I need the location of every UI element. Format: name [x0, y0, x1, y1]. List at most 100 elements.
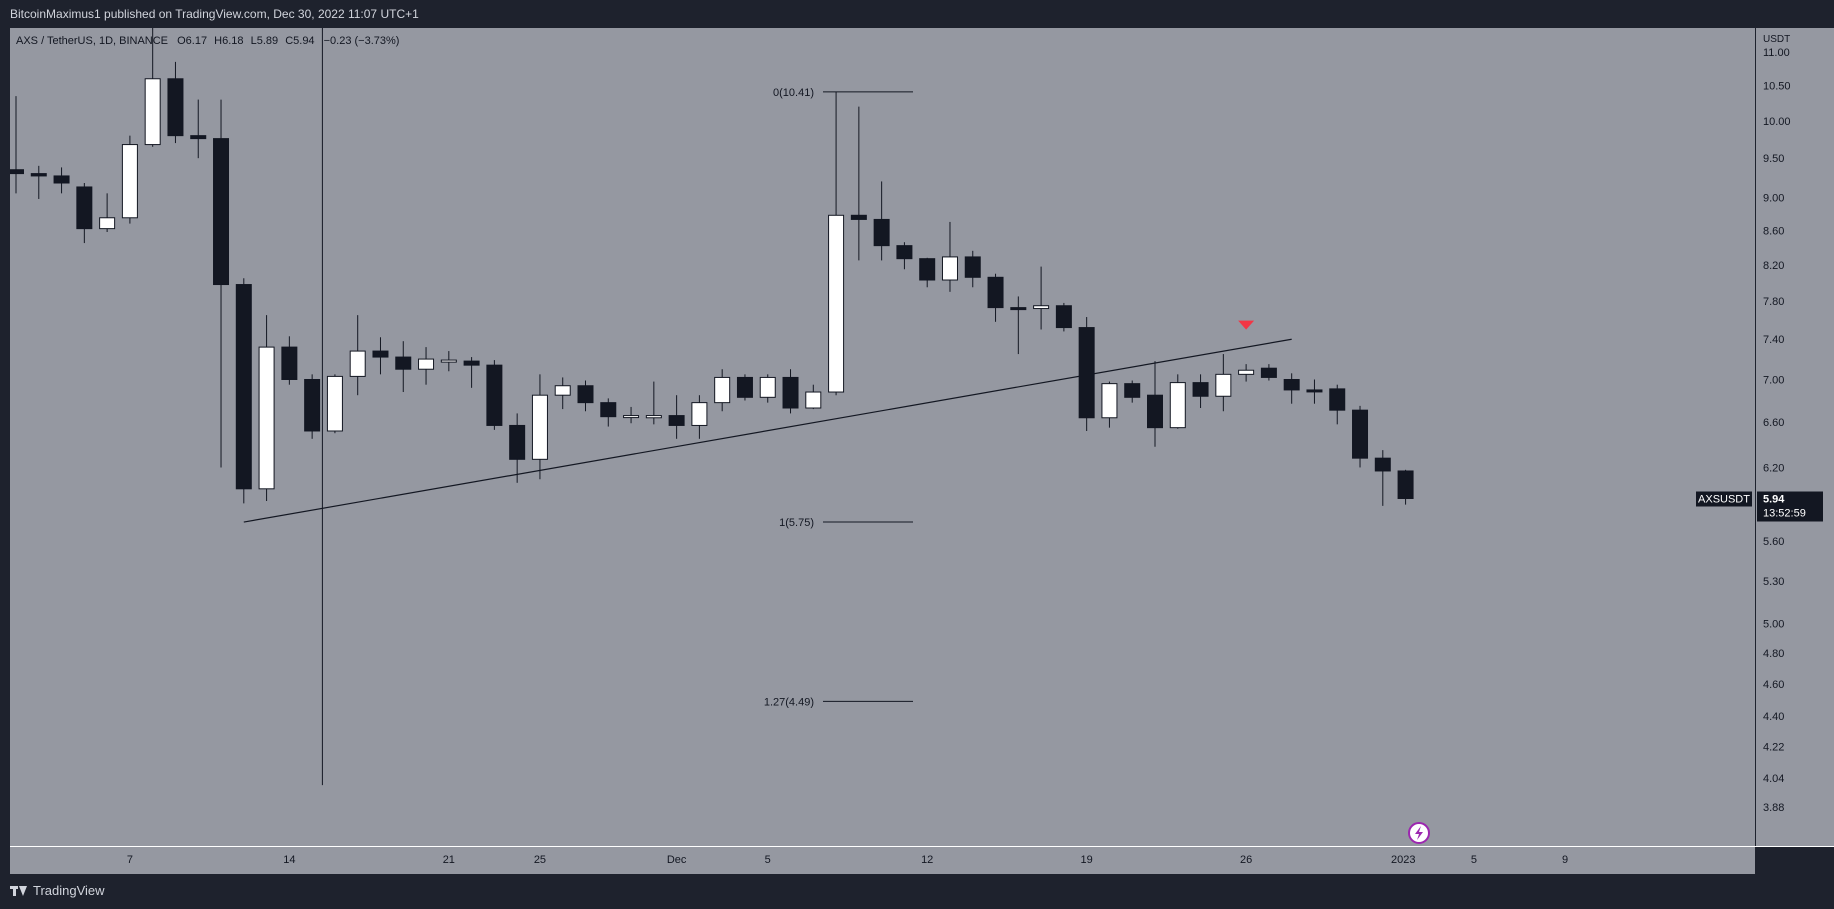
price-tick: 5.00 [1763, 618, 1784, 630]
candle [1238, 364, 1255, 382]
candle-body [1397, 470, 1414, 500]
brand[interactable]: TradingView [10, 883, 105, 898]
time-tick: 26 [1240, 854, 1252, 866]
support-trendline[interactable] [243, 338, 1292, 523]
candle [144, 28, 161, 147]
candle [258, 315, 275, 501]
lightning-icon [1415, 826, 1423, 840]
last-price-labels[interactable]: AXSUSDT 5.94 13:52:59 [1696, 491, 1823, 522]
low-label: L [251, 35, 257, 47]
candle [190, 99, 207, 159]
candle-body [1215, 373, 1232, 397]
candle [463, 357, 480, 388]
candle-body [1124, 383, 1141, 398]
candle [1329, 384, 1346, 425]
tradingview-logo-icon [10, 884, 28, 898]
candle-body [1147, 394, 1163, 429]
candle-body [691, 402, 708, 426]
candle [531, 374, 548, 480]
trendline-drawing[interactable] [243, 338, 1292, 523]
event-badge[interactable] [1408, 822, 1430, 844]
candle-body [828, 214, 845, 393]
fib-level-label: 1(5.75) [779, 517, 814, 529]
candle-body [600, 402, 617, 418]
candle [395, 341, 412, 393]
candle [1033, 266, 1050, 330]
price-tick: 10.50 [1763, 81, 1791, 93]
candle [121, 135, 138, 224]
candle [964, 250, 981, 288]
candle [1169, 374, 1186, 429]
brand-name: TradingView [33, 883, 105, 898]
candle-body [1352, 409, 1369, 459]
close-label: C [285, 35, 293, 47]
time-tick: 25 [534, 854, 546, 866]
candle [1078, 317, 1095, 431]
candle-body [850, 214, 867, 220]
candle [873, 181, 890, 261]
symbol-name: AXS / TetherUS, 1D, BINANCE [16, 35, 168, 47]
candle [782, 369, 799, 414]
candle [645, 381, 662, 425]
candle-body [554, 385, 571, 396]
candle-body [418, 358, 435, 370]
candlestick-chart[interactable]: 0(10.41) 1(5.75) 1.27(4.49) 11.00 10.50 10.0… [10, 28, 1834, 874]
candle [850, 106, 867, 261]
time-axis-panel[interactable] [10, 846, 1756, 874]
footer-bar: TradingView [0, 874, 1834, 909]
candle [53, 167, 70, 194]
candle [1306, 379, 1323, 404]
fib-extension-drawing[interactable]: 0(10.41) 1(5.75) 1.27(4.49) [764, 87, 913, 708]
candle-body [1238, 369, 1255, 375]
chart-area[interactable]: 0(10.41) 1(5.75) 1.27(4.49) 11.00 10.50 10.0… [10, 28, 1834, 874]
candle [440, 351, 457, 372]
time-tick: 2023 [1391, 854, 1415, 866]
time-tick: 14 [283, 854, 295, 866]
candle-body [486, 364, 503, 426]
open-value: 6.17 [186, 35, 207, 47]
candle-body [1329, 388, 1346, 411]
candle [1397, 469, 1414, 505]
candle-body [1306, 389, 1323, 393]
candle-body [53, 175, 70, 184]
candle-body [1033, 305, 1050, 310]
price-tick: 7.80 [1763, 296, 1784, 308]
candle [987, 273, 1004, 322]
price-tick: 4.80 [1763, 648, 1784, 660]
candle-body [941, 256, 958, 281]
symbol-price-tag-text: AXSUSDT [1698, 494, 1750, 506]
candle-body [440, 359, 457, 363]
candle-body [10, 169, 24, 175]
candle [167, 61, 184, 144]
candle [1055, 302, 1072, 332]
price-tick: 4.22 [1763, 741, 1784, 753]
high-label: H [214, 35, 222, 47]
candle [1010, 296, 1027, 355]
candle-body [167, 78, 184, 137]
symbol-legend[interactable]: AXS / TetherUS, 1D, BINANCE O6.17 H6.18 … [16, 35, 399, 47]
candle-series [10, 28, 1414, 506]
candle-body [668, 415, 685, 426]
candle [30, 165, 47, 199]
candle-body [76, 186, 93, 230]
candle-body [782, 376, 799, 409]
change-value: −0.23 (−3.73%) [324, 35, 400, 47]
candle-body [326, 375, 343, 432]
candle-body [1283, 378, 1300, 391]
plot-background [10, 28, 1756, 846]
candle [76, 183, 93, 244]
last-price-tag [1757, 491, 1823, 522]
candle [326, 374, 343, 434]
candle-body [896, 245, 913, 260]
candle-body [577, 385, 594, 404]
high-value: 6.18 [222, 35, 243, 47]
candle-body [213, 138, 230, 286]
candle-body [919, 258, 936, 281]
candle-body [258, 346, 275, 490]
candle-body [645, 415, 662, 419]
price-tick: 8.60 [1763, 225, 1784, 237]
price-axis-panel[interactable] [1756, 28, 1834, 846]
time-tick: 21 [443, 854, 455, 866]
candle-body [1260, 367, 1277, 378]
publisher-bar: BitcoinMaximus1 published on TradingView… [0, 0, 1834, 28]
